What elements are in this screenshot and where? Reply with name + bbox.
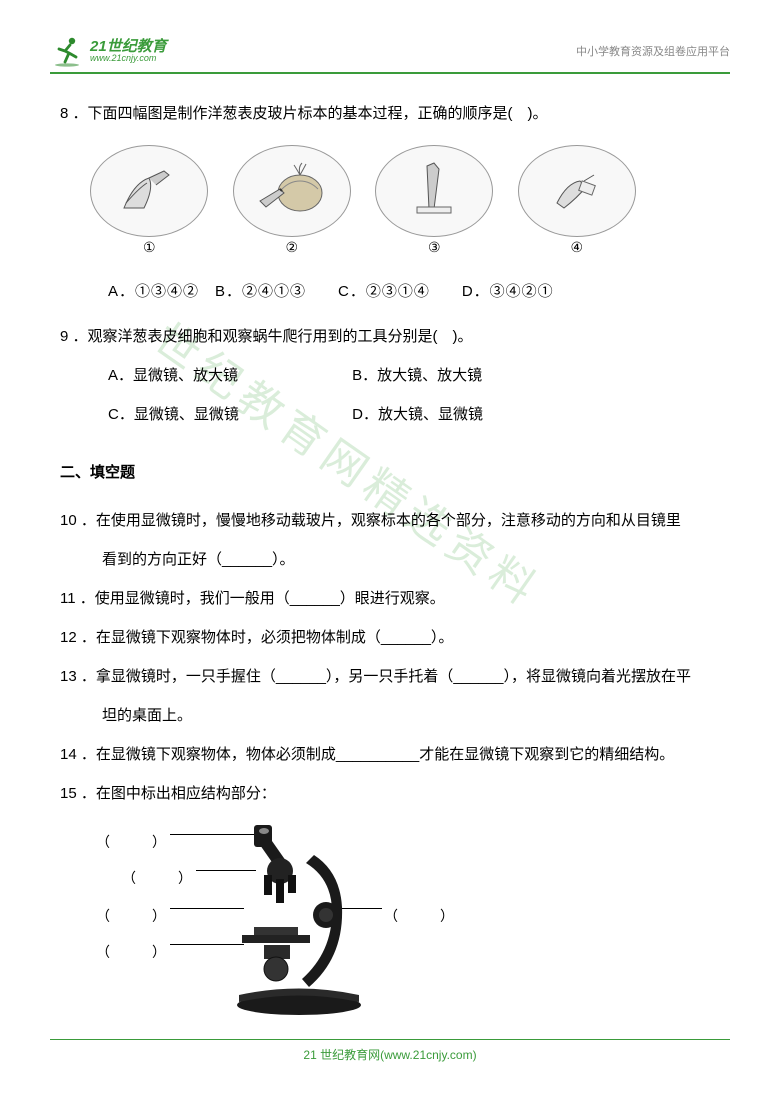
q8-num-4: ④ [570,230,583,265]
q9-stem: 9 ．观察洋葱表皮细胞和观察蜗牛爬行用到的工具分别是( )。 [60,318,720,356]
microscope-diagram: （ ） （ ） （ ） （ ） （ ） [96,819,476,1029]
q8-img-3 [375,145,493,237]
q9-opt-a: A．显微镜、放大镜 [108,356,348,395]
question-13: 13 ．拿显微镜时，一只手握住（______），另一只手托着（______），将… [60,657,720,735]
ms-label-1: （ ） [96,825,166,860]
question-9: 9 ．观察洋葱表皮细胞和观察蜗牛爬行用到的工具分别是( )。 A．显微镜、放大镜… [60,318,720,434]
page-footer: 21 世纪教育网(www.21cnjy.com) [50,1039,730,1063]
q8-num-1: ① [143,230,156,265]
q8-img-1 [90,145,208,237]
ms-label-5: （ ） [384,899,454,934]
q10-line2: 看到的方向正好（______）。 [60,551,295,568]
question-10: 10 ．在使用显微镜时，慢慢地移动载玻片，观察标本的各个部分，注意移动的方向和从… [60,501,720,579]
q13-line1: 13 ．拿显微镜时，一只手握住（______），另一只手托着（______），将… [60,668,691,685]
question-15: 15 ．在图中标出相应结构部分： [60,774,720,813]
section-2-title: 二、填空题 [60,454,720,492]
question-14: 14 ．在显微镜下观察物体，物体必须制成__________才能在显微镜下观察到… [60,735,720,774]
q8-img-4 [518,145,636,237]
question-12: 12 ．在显微镜下观察物体时，必须把物体制成（______）。 [60,618,720,657]
question-8: 8 ．下面四幅图是制作洋葱表皮玻片标本的基本过程，正确的顺序是( )。 ① [60,95,720,310]
runner-icon [50,34,84,68]
q9-opt-c: C．显微镜、显微镜 [108,395,348,434]
q8-stem: 8 ．下面四幅图是制作洋葱表皮玻片标本的基本过程，正确的顺序是( )。 [60,95,720,133]
logo-text-url: www.21cnjy.com [90,54,167,63]
logo: 21世纪教育 www.21cnjy.com [50,34,167,68]
q8-num-3: ③ [428,230,441,265]
logo-text-cn: 21世纪教育 [90,39,167,54]
header-right-text: 中小学教育资源及组卷应用平台 [576,43,730,59]
page-content: 8 ．下面四幅图是制作洋葱表皮玻片标本的基本过程，正确的顺序是( )。 ① [60,95,720,1029]
q8-num-2: ② [285,230,298,265]
page-header: 21世纪教育 www.21cnjy.com 中小学教育资源及组卷应用平台 [50,30,730,74]
ms-label-2: （ ） [122,861,192,896]
q9-opt-d: D．放大镜、显微镜 [352,395,592,434]
q9-opt-b: B．放大镜、放大镜 [352,356,592,395]
q8-options: A．①③④② B．②④①③ C．②③①④ D．③④②① [60,273,720,311]
ms-label-3: （ ） [96,899,166,934]
microscope-icon [214,817,384,1017]
q10-line1: 10 ．在使用显微镜时，慢慢地移动载玻片，观察标本的各个部分，注意移动的方向和从… [60,512,681,529]
ms-label-4: （ ） [96,935,166,970]
q8-diagram-row: ① ② [78,145,648,237]
question-11: 11 ．使用显微镜时，我们一般用（______）眼进行观察。 [60,579,720,618]
q13-line2: 坦的桌面上。 [60,707,192,724]
q8-img-2 [233,145,351,237]
